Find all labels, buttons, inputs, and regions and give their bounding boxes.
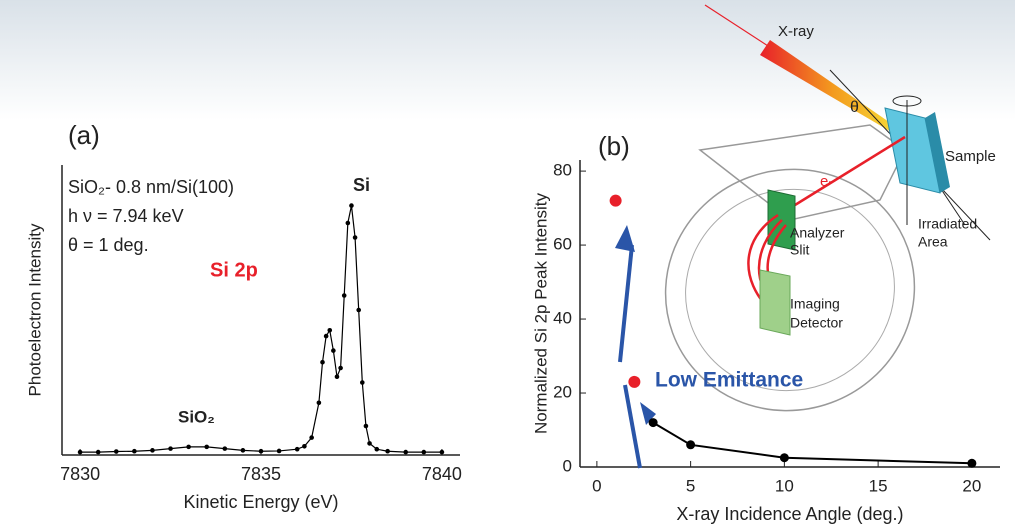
x-axis-label: X-ray Incidence Angle (deg.) xyxy=(676,504,903,524)
data-point xyxy=(204,444,210,450)
data-point xyxy=(367,441,372,446)
y-axis-label: Normalized Si 2p Peak Intensity xyxy=(531,193,550,434)
data-point xyxy=(309,435,314,440)
data-point xyxy=(363,423,369,429)
annotation: X-ray xyxy=(778,23,814,40)
annotations-a: (a) SiO₂- 0.8 nm/Si(100) h ν = 7.94 keV … xyxy=(68,120,370,427)
annotation: Area xyxy=(918,234,948,250)
y-tick-label: 20 xyxy=(553,383,572,402)
data-point xyxy=(240,448,246,453)
data-point xyxy=(331,348,336,353)
annotation: SiO₂ xyxy=(178,407,215,426)
data-point xyxy=(276,448,282,454)
data-point xyxy=(345,220,351,226)
data-point xyxy=(349,203,354,208)
y-tick-label: 60 xyxy=(553,235,572,254)
annotation: Slit xyxy=(790,242,810,258)
data-point xyxy=(360,380,365,385)
data-point xyxy=(686,440,696,450)
x-tick-label: 5 xyxy=(686,476,695,495)
y-tick-label: 80 xyxy=(553,161,572,180)
y-axis-label: Photoelectron Intensity xyxy=(25,223,44,396)
data-point xyxy=(320,359,325,365)
data-point xyxy=(628,375,641,388)
data-point xyxy=(421,449,427,455)
x-axis-label: Kinetic Energy (eV) xyxy=(183,492,338,512)
y-tick-label: 40 xyxy=(553,309,572,328)
data-point xyxy=(222,446,228,451)
data-point xyxy=(186,444,191,450)
annotation: Sample xyxy=(945,148,996,165)
background xyxy=(0,0,1015,120)
annotation: SiO₂- 0.8 nm/Si(100) xyxy=(68,177,234,197)
data-point xyxy=(609,194,622,207)
x-tick-label: 20 xyxy=(962,476,981,495)
data-point xyxy=(294,446,300,452)
annotation: h ν = 7.94 keV xyxy=(68,206,184,226)
data-point xyxy=(258,448,264,454)
annotation: Imaging xyxy=(790,296,840,312)
annotation: e- xyxy=(820,173,833,190)
x-tick-label: 15 xyxy=(869,476,888,495)
data-point xyxy=(95,449,101,455)
data-point xyxy=(77,449,83,455)
x-tick-label: 7830 xyxy=(60,464,100,484)
annotation: Analyzer xyxy=(790,225,845,241)
x-tick-label: 10 xyxy=(775,476,794,495)
data-point xyxy=(132,448,137,454)
data-point xyxy=(323,333,329,339)
data-line xyxy=(652,421,972,465)
annotation: Si 2p xyxy=(210,259,258,281)
annotation: θ = 1 deg. xyxy=(68,235,149,255)
data-point xyxy=(302,444,307,449)
panel-label: (a) xyxy=(68,120,100,150)
data-point xyxy=(352,235,358,240)
data-point xyxy=(316,400,322,406)
annotation: Detector xyxy=(790,315,843,331)
x-tick-label: 7840 xyxy=(422,464,462,484)
data-point xyxy=(338,365,343,371)
data-point xyxy=(779,453,789,463)
x-tick-label: 0 xyxy=(592,476,601,495)
data-point xyxy=(327,328,333,333)
annotation: θ xyxy=(850,99,859,116)
annotations-b: (b) Low Emittance X-ray θ Sample e- Anal… xyxy=(598,23,996,392)
panel-label: (b) xyxy=(598,131,630,161)
data-point xyxy=(967,458,977,468)
data-point xyxy=(150,448,155,453)
y-tick-label: 0 xyxy=(563,456,572,475)
x-tick-label: 7835 xyxy=(241,464,281,484)
data-point xyxy=(113,449,119,454)
data-point xyxy=(374,446,380,452)
data-point xyxy=(403,449,409,455)
data-point xyxy=(439,449,445,455)
data-point xyxy=(385,448,390,454)
data-point xyxy=(341,293,347,298)
annotation: Low Emittance xyxy=(655,369,803,392)
data-point xyxy=(334,374,340,380)
data-point xyxy=(168,446,173,451)
annotation: Si xyxy=(353,175,370,195)
data-point xyxy=(356,307,361,313)
data-point xyxy=(648,418,658,428)
annotation: Irradiated xyxy=(918,216,977,232)
setup-diagram xyxy=(615,4,991,469)
